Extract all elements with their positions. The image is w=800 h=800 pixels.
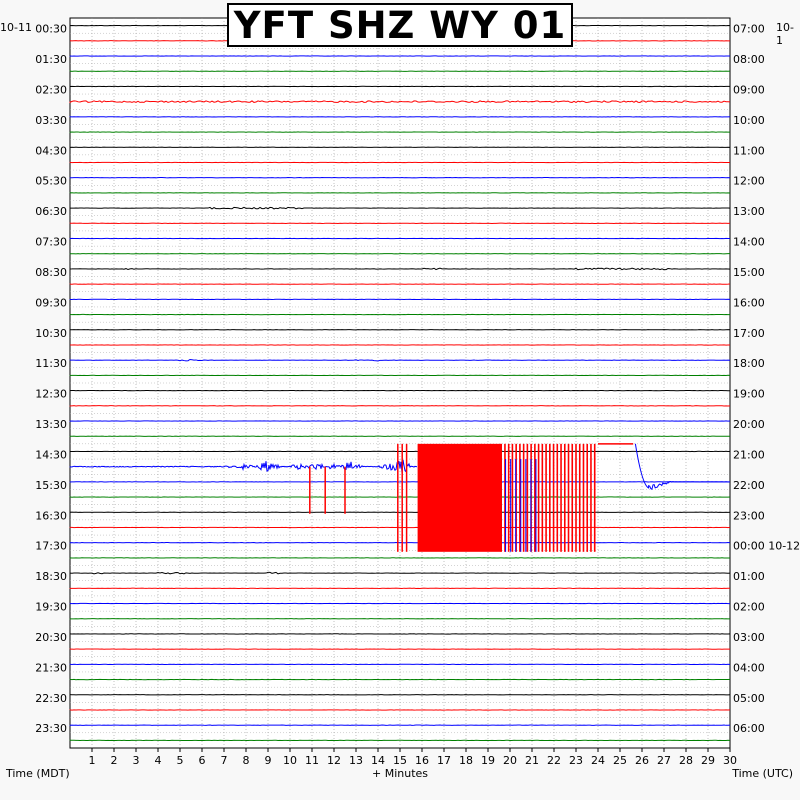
x-tick-label: 12 xyxy=(327,754,341,767)
left-tick-label: 15:30 xyxy=(35,479,67,492)
trace-row xyxy=(69,571,731,575)
right-tick-label: 02:00 xyxy=(733,601,765,614)
right-tick-label: 16:00 xyxy=(733,296,765,309)
right-tick-label: 19:00 xyxy=(733,388,765,401)
x-tick-label: 21 xyxy=(525,754,539,767)
right-tick-label: 22:00 xyxy=(733,479,765,492)
x-tick-label: 22 xyxy=(547,754,561,767)
x-tick-label: 5 xyxy=(177,754,184,767)
left-tick-label: 20:30 xyxy=(35,631,67,644)
right-tick-label: 17:00 xyxy=(733,327,765,340)
left-tick-label: 14:30 xyxy=(35,448,67,461)
x-tick-label: 28 xyxy=(679,754,693,767)
x-tick-label: 10 xyxy=(283,754,297,767)
x-tick-label: 4 xyxy=(155,754,162,767)
x-tick-label: 24 xyxy=(591,754,605,767)
right-tick-label: 12:00 xyxy=(733,175,765,188)
x-tick-label: 13 xyxy=(349,754,363,767)
x-tick-label: 15 xyxy=(393,754,407,767)
x-tick-label: 26 xyxy=(635,754,649,767)
x-axis-label: + Minutes xyxy=(372,767,428,780)
left-tick-label: 05:30 xyxy=(35,175,67,188)
right-tick-label: 08:00 xyxy=(733,53,765,66)
x-tick-label: 11 xyxy=(305,754,319,767)
left-tick-label: 08:30 xyxy=(35,266,67,279)
right-tick-label: 14:00 xyxy=(733,236,765,249)
right-tick-label: 18:00 xyxy=(733,357,765,370)
x-tick-label: 14 xyxy=(371,754,385,767)
left-tick-label: 00:30 xyxy=(35,23,67,36)
right-tick-label: 11:00 xyxy=(733,144,765,157)
x-tick-label: 2 xyxy=(111,754,118,767)
left-tick-label: 13:30 xyxy=(35,418,67,431)
left-tick-label: 23:30 xyxy=(35,722,67,735)
left-tick-label: 22:30 xyxy=(35,692,67,705)
right-tick-label: 01:00 xyxy=(733,570,765,583)
left-tick-label: 06:30 xyxy=(35,205,67,218)
left-axis-label: Time (MDT) xyxy=(5,767,70,780)
left-tick-label: 18:30 xyxy=(35,570,67,583)
x-tick-label: 27 xyxy=(657,754,671,767)
left-tick-label: 02:30 xyxy=(35,83,67,96)
left-tick-label: 16:30 xyxy=(35,509,67,522)
trace-row xyxy=(69,206,731,210)
right-tick-label: 21:00 xyxy=(733,448,765,461)
left-tick-label: 17:30 xyxy=(35,540,67,553)
trace-quake-row xyxy=(69,459,417,474)
x-tick-label: 30 xyxy=(723,754,737,767)
recovery-trace xyxy=(634,443,729,490)
right-tick-label: 04:00 xyxy=(733,661,765,674)
x-tick-label: 17 xyxy=(437,754,451,767)
left-tick-label: 01:30 xyxy=(35,53,67,66)
chart-title: YFT SHZ WY 01 xyxy=(227,3,573,47)
right-tick-label: 23:00 xyxy=(733,509,765,522)
left-tick-label: 09:30 xyxy=(35,296,67,309)
x-tick-label: 3 xyxy=(133,754,140,767)
left-tick-label: 04:30 xyxy=(35,144,67,157)
right-tick-label: 09:00 xyxy=(733,83,765,96)
right-tick-label: 15:00 xyxy=(733,266,765,279)
right-tick-label: 06:00 xyxy=(733,722,765,735)
trace-row xyxy=(69,358,731,362)
right-axis-label: Time (UTC) xyxy=(731,767,793,780)
trace-row xyxy=(69,267,731,271)
x-tick-label: 7 xyxy=(221,754,228,767)
x-tick-label: 16 xyxy=(415,754,429,767)
left-tick-label: 10:30 xyxy=(35,327,67,340)
x-tick-label: 18 xyxy=(459,754,473,767)
x-tick-label: 8 xyxy=(243,754,250,767)
clipped-block xyxy=(417,443,502,552)
right-tick-label: 00:00 10-12 xyxy=(733,540,800,553)
x-tick-label: 1 xyxy=(89,754,96,767)
right-tick-label: 03:00 xyxy=(733,631,765,644)
left-tick-label: 11:30 xyxy=(35,357,67,370)
left-tick-label: 19:30 xyxy=(35,601,67,614)
left-tick-label: 21:30 xyxy=(35,661,67,674)
top-left-date: 10-11 xyxy=(0,21,32,34)
right-tick-label: 13:00 xyxy=(733,205,765,218)
x-tick-label: 29 xyxy=(701,754,715,767)
x-tick-label: 23 xyxy=(569,754,583,767)
left-tick-label: 07:30 xyxy=(35,236,67,249)
x-tick-label: 9 xyxy=(265,754,272,767)
top-right-date: 10-1 xyxy=(776,21,794,47)
trace-row xyxy=(69,100,731,104)
x-tick-label: 20 xyxy=(503,754,517,767)
x-tick-label: 25 xyxy=(613,754,627,767)
right-tick-label: 20:00 xyxy=(733,418,765,431)
x-tick-label: 19 xyxy=(481,754,495,767)
right-tick-label: 05:00 xyxy=(733,692,765,705)
x-tick-label: 6 xyxy=(199,754,206,767)
left-tick-label: 12:30 xyxy=(35,388,67,401)
right-tick-label: 07:00 xyxy=(733,23,765,36)
right-tick-label: 10:00 xyxy=(733,114,765,127)
left-tick-label: 03:30 xyxy=(35,114,67,127)
